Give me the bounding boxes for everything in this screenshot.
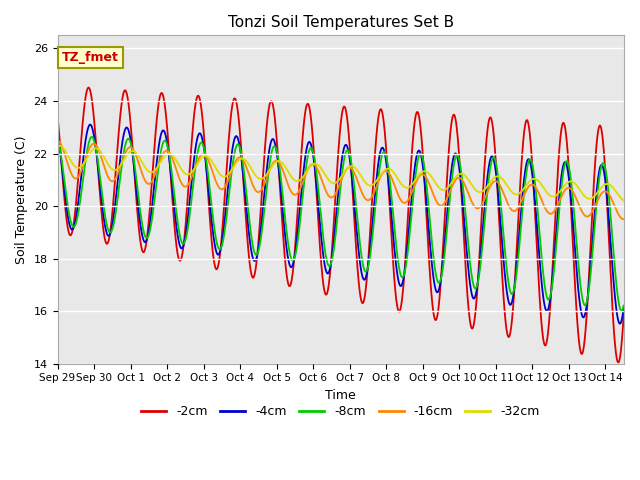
-16cm <box>548 211 556 216</box>
Line: -8cm: -8cm <box>58 137 624 311</box>
-4cm <box>609 268 616 274</box>
-8cm <box>118 159 126 165</box>
-16cm <box>609 198 616 204</box>
-16cm <box>271 158 278 164</box>
-2cm <box>271 115 278 121</box>
-4cm <box>54 130 61 136</box>
-16cm <box>152 170 159 176</box>
-32cm <box>548 193 556 199</box>
-16cm <box>620 216 628 222</box>
Line: -2cm: -2cm <box>58 87 624 362</box>
-4cm <box>271 140 278 145</box>
-8cm <box>618 308 625 314</box>
-8cm <box>548 286 556 291</box>
-32cm <box>296 178 303 183</box>
-4cm <box>152 167 160 173</box>
-2cm <box>609 310 616 316</box>
-4cm <box>86 122 94 128</box>
Text: TZ_fmet: TZ_fmet <box>62 51 119 64</box>
-8cm <box>620 303 628 309</box>
-32cm <box>620 197 628 203</box>
-2cm <box>54 113 61 119</box>
-2cm <box>548 279 556 285</box>
Legend: -2cm, -4cm, -8cm, -16cm, -32cm: -2cm, -4cm, -8cm, -16cm, -32cm <box>136 400 545 423</box>
-32cm <box>271 160 278 166</box>
-8cm <box>609 240 616 245</box>
-32cm <box>56 143 63 149</box>
-8cm <box>54 136 61 142</box>
-8cm <box>152 185 160 191</box>
X-axis label: Time: Time <box>325 389 356 402</box>
-32cm <box>609 184 616 190</box>
-4cm <box>616 321 624 326</box>
-16cm <box>295 188 303 193</box>
-4cm <box>548 283 556 289</box>
-16cm <box>118 158 126 164</box>
-4cm <box>620 305 628 311</box>
-2cm <box>152 126 160 132</box>
Title: Tonzi Soil Temperatures Set B: Tonzi Soil Temperatures Set B <box>228 15 454 30</box>
-2cm <box>614 360 622 365</box>
-32cm <box>54 144 61 149</box>
-4cm <box>296 212 303 217</box>
-2cm <box>620 312 628 318</box>
-32cm <box>118 160 126 166</box>
-16cm <box>54 138 61 144</box>
-8cm <box>296 225 303 230</box>
-4cm <box>118 140 126 145</box>
-8cm <box>271 144 278 149</box>
Line: -4cm: -4cm <box>58 125 624 324</box>
Y-axis label: Soil Temperature (C): Soil Temperature (C) <box>15 135 28 264</box>
-32cm <box>152 166 160 172</box>
-2cm <box>118 96 126 102</box>
Line: -16cm: -16cm <box>58 141 624 219</box>
-2cm <box>84 84 92 90</box>
-2cm <box>296 181 303 187</box>
-8cm <box>88 134 95 140</box>
Line: -32cm: -32cm <box>58 146 624 200</box>
